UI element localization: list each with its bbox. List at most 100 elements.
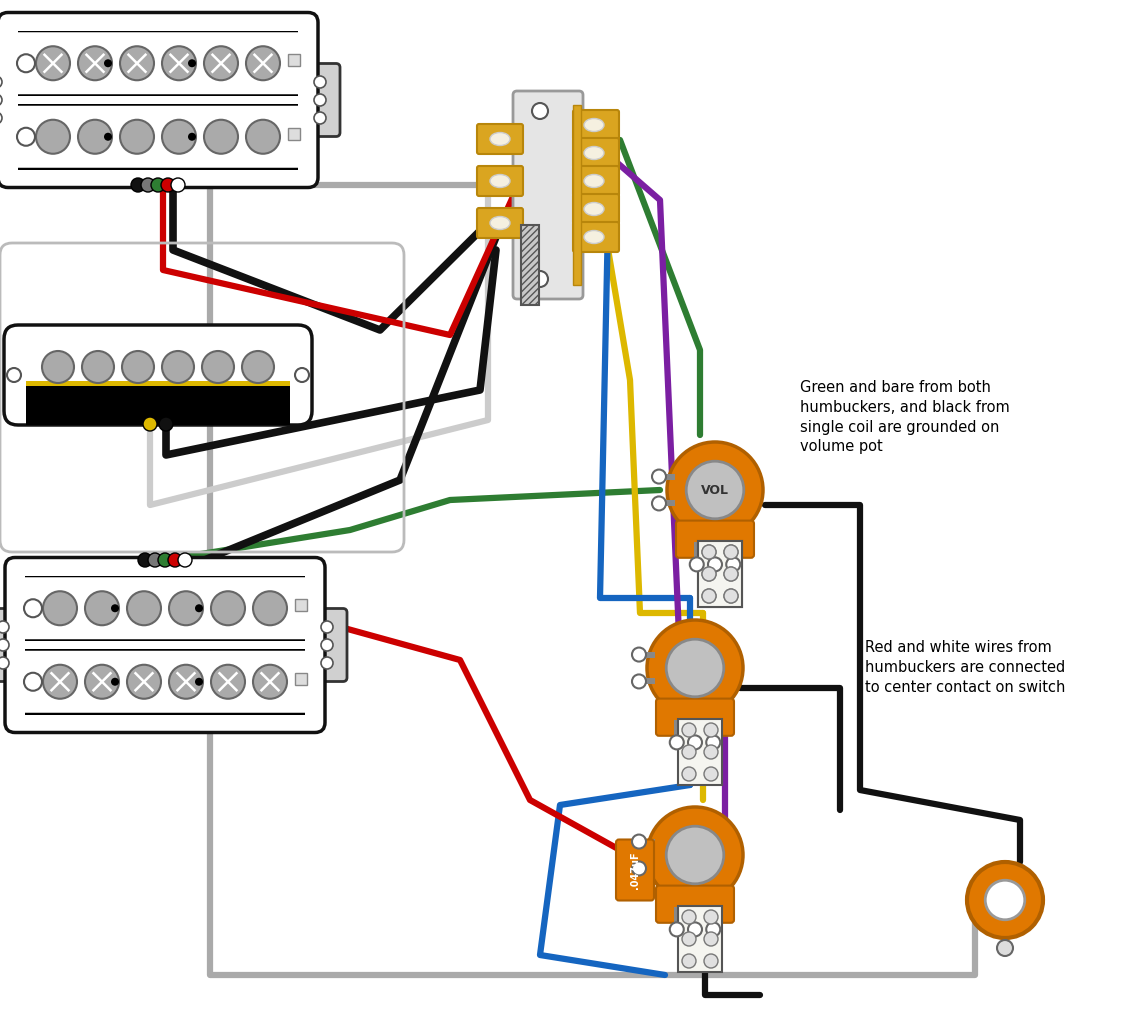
Circle shape — [702, 545, 716, 559]
Circle shape — [295, 368, 309, 382]
FancyBboxPatch shape — [476, 166, 523, 196]
Circle shape — [43, 665, 77, 699]
Bar — [698, 541, 742, 607]
Circle shape — [151, 178, 165, 192]
FancyBboxPatch shape — [574, 194, 619, 224]
Circle shape — [704, 745, 718, 758]
Ellipse shape — [584, 231, 604, 244]
Circle shape — [189, 133, 196, 140]
FancyBboxPatch shape — [5, 558, 325, 733]
Circle shape — [36, 120, 70, 154]
Circle shape — [669, 735, 684, 749]
Circle shape — [111, 678, 119, 686]
Circle shape — [669, 922, 684, 937]
Circle shape — [682, 745, 695, 758]
Circle shape — [85, 665, 119, 699]
Ellipse shape — [584, 119, 604, 131]
Circle shape — [314, 94, 326, 106]
Circle shape — [986, 880, 1025, 919]
Bar — [663, 474, 675, 480]
Circle shape — [702, 589, 716, 603]
Circle shape — [321, 657, 333, 669]
Circle shape — [104, 133, 112, 140]
Bar — [679, 719, 723, 785]
Circle shape — [138, 554, 152, 567]
Circle shape — [42, 351, 75, 383]
Circle shape — [158, 554, 172, 567]
Circle shape — [104, 59, 112, 68]
Circle shape — [997, 940, 1013, 956]
FancyBboxPatch shape — [21, 577, 308, 640]
Circle shape — [704, 767, 718, 781]
Circle shape — [242, 351, 274, 383]
Bar — [288, 128, 300, 139]
Circle shape — [120, 46, 154, 80]
Bar — [295, 672, 307, 685]
Circle shape — [111, 605, 119, 612]
Circle shape — [666, 826, 724, 884]
Circle shape — [161, 46, 196, 80]
FancyBboxPatch shape — [656, 699, 734, 736]
Circle shape — [314, 112, 326, 124]
Bar — [644, 838, 655, 845]
Circle shape — [690, 558, 703, 571]
FancyBboxPatch shape — [676, 521, 754, 558]
Circle shape — [321, 621, 333, 633]
Circle shape — [688, 735, 702, 749]
Bar — [25, 649, 305, 714]
Circle shape — [0, 639, 9, 651]
Bar — [712, 542, 718, 559]
FancyBboxPatch shape — [574, 222, 619, 252]
Circle shape — [36, 46, 70, 80]
Circle shape — [0, 621, 9, 633]
Bar — [18, 31, 298, 96]
Ellipse shape — [584, 147, 604, 160]
Circle shape — [702, 589, 716, 603]
FancyBboxPatch shape — [476, 124, 523, 154]
Circle shape — [204, 120, 238, 154]
Bar — [730, 542, 736, 559]
FancyBboxPatch shape — [574, 110, 619, 140]
Circle shape — [647, 807, 743, 903]
Bar — [693, 542, 700, 559]
FancyBboxPatch shape — [574, 166, 619, 196]
Bar — [644, 679, 655, 685]
Bar — [674, 907, 680, 924]
Circle shape — [726, 558, 741, 571]
Circle shape — [195, 605, 203, 612]
Circle shape — [724, 545, 738, 559]
Bar — [692, 907, 698, 924]
Circle shape — [0, 657, 9, 669]
Circle shape — [632, 861, 646, 875]
Bar — [692, 720, 698, 737]
Circle shape — [688, 922, 702, 937]
Circle shape — [707, 922, 720, 937]
Circle shape — [532, 102, 548, 119]
Bar — [710, 720, 716, 737]
Circle shape — [189, 59, 196, 68]
Bar — [18, 104, 298, 169]
Circle shape — [0, 76, 2, 88]
FancyBboxPatch shape — [21, 651, 308, 712]
Circle shape — [202, 351, 234, 383]
Circle shape — [82, 351, 114, 383]
Bar — [644, 865, 655, 871]
FancyBboxPatch shape — [616, 839, 654, 901]
FancyBboxPatch shape — [307, 609, 347, 682]
Circle shape — [702, 567, 716, 581]
Circle shape — [159, 417, 173, 430]
FancyBboxPatch shape — [15, 32, 301, 94]
Circle shape — [0, 94, 2, 106]
Circle shape — [24, 672, 42, 691]
Ellipse shape — [584, 174, 604, 188]
Circle shape — [968, 862, 1043, 938]
Bar — [710, 907, 716, 924]
Circle shape — [724, 545, 738, 559]
Ellipse shape — [490, 174, 510, 188]
FancyBboxPatch shape — [5, 325, 312, 425]
Circle shape — [204, 46, 238, 80]
Text: Green and bare from both
humbuckers, and black from
single coil are grounded on
: Green and bare from both humbuckers, and… — [800, 380, 1009, 454]
Circle shape — [321, 639, 333, 651]
Circle shape — [682, 767, 695, 781]
Circle shape — [682, 723, 695, 737]
